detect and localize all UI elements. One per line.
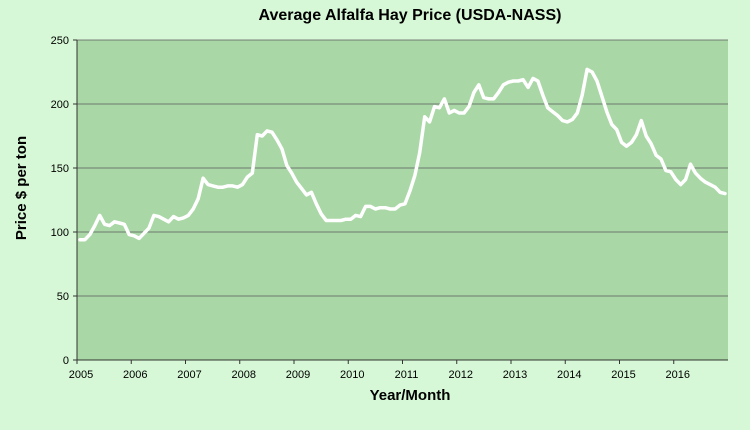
x-tick-label: 2006 <box>123 369 147 381</box>
x-tick-label: 2011 <box>395 369 419 381</box>
x-tick-label: 2016 <box>666 369 690 381</box>
y-axis-title: Price $ per ton <box>13 136 30 240</box>
x-tick-label: 2005 <box>69 369 93 381</box>
x-tick-label: 2010 <box>340 369 364 381</box>
y-tick-label: 250 <box>51 35 69 47</box>
x-tick-label: 2012 <box>449 369 473 381</box>
gridlines <box>77 39 728 297</box>
price-series-line <box>78 67 727 242</box>
x-axis-title: Year/Month <box>370 387 451 404</box>
y-tick-label: 100 <box>51 227 69 239</box>
y-tick-label: 150 <box>51 163 69 175</box>
x-tick-label: 2008 <box>232 369 256 381</box>
x-tick-label: 2013 <box>503 369 527 381</box>
x-tick-label: 2007 <box>177 369 201 381</box>
y-tick-label: 50 <box>57 291 69 303</box>
chart-title: Average Alfalfa Hay Price (USDA-NASS) <box>259 7 562 24</box>
y-axis-ticks: 0 50 100 150 200 250 <box>51 35 77 367</box>
y-tick-label: 200 <box>51 99 69 111</box>
x-tick-label: 2015 <box>611 369 635 381</box>
y-tick-label: 0 <box>63 355 69 367</box>
x-tick-label: 2009 <box>286 369 310 381</box>
x-axis-ticks: 2005 2006 2007 2008 2009 2010 2011 2012 2013 2014… <box>69 360 690 381</box>
plot-area <box>77 40 728 360</box>
x-tick-label: 2014 <box>557 369 581 381</box>
